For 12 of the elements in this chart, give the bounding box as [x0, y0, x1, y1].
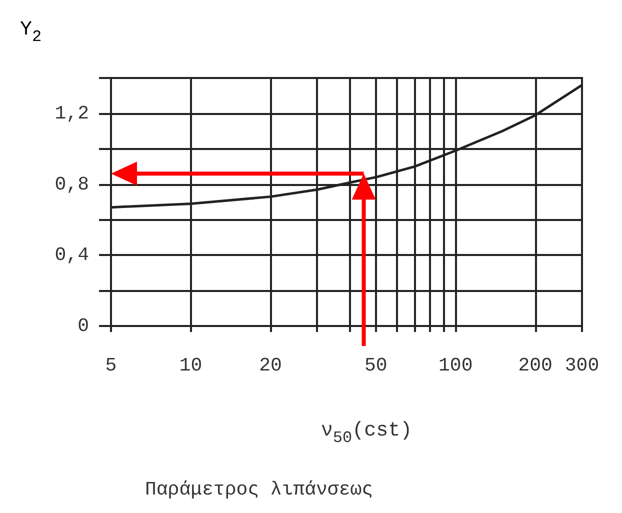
y-tick-label: 0,8 [54, 173, 89, 196]
text: Παράμετρος λιπάνσεως [145, 478, 374, 500]
x-tick-label: 5 [105, 354, 117, 376]
y-tick-label: 0,4 [54, 244, 89, 266]
x-tick-label: 300 [564, 354, 600, 376]
x-tick-label: 10 [179, 354, 202, 376]
y-tick-label: 0 [78, 315, 89, 337]
y-tick-label: 1,2 [54, 102, 89, 124]
x-tick-label: 50 [364, 354, 388, 376]
x-tick-label: 200 [518, 354, 552, 376]
x-tick-label: 100 [438, 354, 473, 376]
x-tick-label: 20 [259, 354, 282, 376]
